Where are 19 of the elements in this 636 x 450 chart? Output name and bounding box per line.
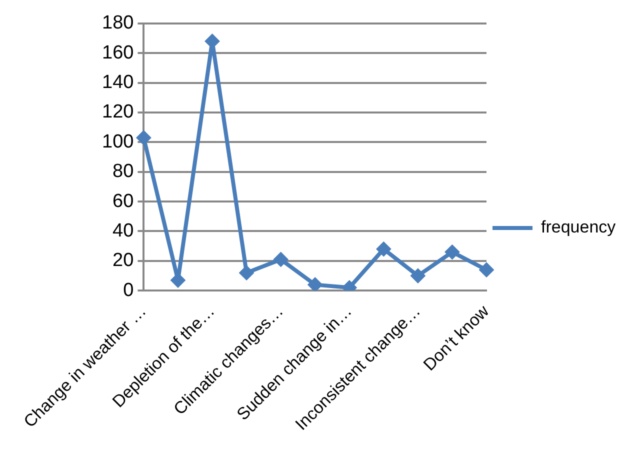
point — [308, 277, 323, 291]
y-tick-label: 180 — [102, 12, 134, 34]
y-tick-label: 20 — [112, 250, 134, 272]
y-tick-label: 60 — [112, 190, 134, 212]
point — [479, 262, 494, 278]
legend-label: frequency — [541, 218, 616, 237]
point — [239, 265, 254, 280]
y-tick-label: 140 — [102, 72, 134, 94]
point — [136, 130, 152, 146]
point — [376, 242, 392, 257]
point — [444, 244, 460, 260]
y-tick-label: 40 — [112, 220, 134, 242]
y-tick-label: 160 — [102, 42, 134, 64]
point — [410, 268, 426, 284]
y-tick-label: 0 — [123, 280, 134, 301]
y-tick-label: 120 — [102, 102, 134, 123]
y-tick-label: 100 — [102, 131, 134, 152]
point — [273, 252, 288, 267]
y-tick-label: 80 — [112, 161, 134, 182]
